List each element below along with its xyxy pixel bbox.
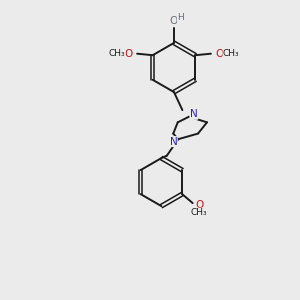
Text: O: O bbox=[215, 49, 224, 59]
Text: O: O bbox=[170, 16, 178, 26]
Text: CH₃: CH₃ bbox=[223, 49, 240, 58]
Text: N: N bbox=[169, 136, 177, 147]
Text: O: O bbox=[195, 200, 203, 210]
Text: CH₃: CH₃ bbox=[108, 49, 125, 58]
Text: H: H bbox=[177, 13, 184, 22]
Text: O: O bbox=[124, 49, 133, 59]
Text: CH₃: CH₃ bbox=[191, 208, 208, 217]
Text: N: N bbox=[190, 109, 198, 119]
